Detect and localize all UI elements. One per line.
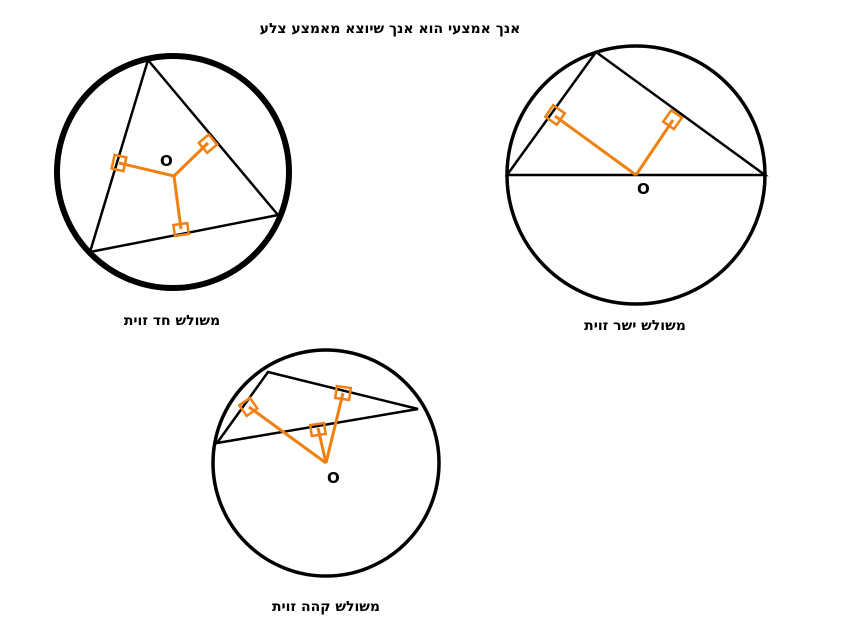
acute-caption: משולש חד זוית — [124, 313, 220, 329]
acute-center-label: O — [160, 152, 173, 170]
acute-circumcircle — [54, 53, 292, 291]
acute-triangle-figure: O משולש חד זוית — [54, 53, 292, 329]
obtuse-center-label: O — [327, 469, 340, 487]
right-right-angle-marks — [543, 103, 684, 131]
right-caption: משולש ישר זוית — [584, 318, 686, 334]
obtuse-triangle — [214, 370, 419, 445]
right-center-label: O — [637, 180, 650, 198]
obtuse-perpendicular-bisectors — [248, 392, 345, 465]
right-triangle — [504, 50, 769, 177]
obtuse-right-angle-marks — [237, 384, 353, 438]
obtuse-caption: משולש קהה זוית — [272, 599, 380, 615]
obtuse-triangle-figure: O משולש קהה זוית — [211, 348, 441, 615]
diagram-title: אנך אמצעי הוא אנך שיוצא מאמצע צלע — [260, 21, 521, 37]
right-perpendicular-bisectors — [554, 114, 675, 177]
acute-right-angle-marks — [110, 132, 219, 238]
obtuse-circumcircle — [211, 348, 441, 578]
right-triangle-figure: O משולש ישר זוית — [504, 44, 769, 334]
